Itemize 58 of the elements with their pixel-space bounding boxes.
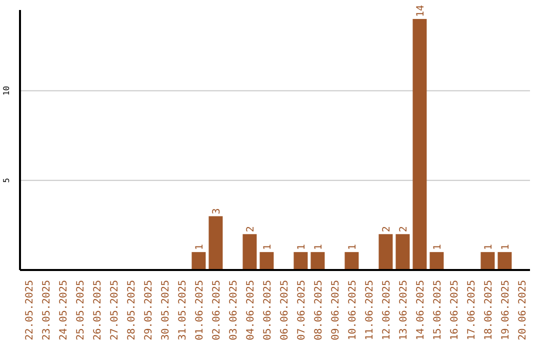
x-tick-label: 31.05.2025 bbox=[178, 280, 188, 340]
x-tick-label: 13.06.2025 bbox=[398, 280, 410, 340]
y-tick-label: 10 bbox=[2, 86, 11, 96]
bar bbox=[208, 216, 223, 270]
bar bbox=[242, 234, 257, 270]
x-tick-label: 16.06.2025 bbox=[450, 280, 460, 340]
data-label: 1 bbox=[432, 244, 444, 250]
x-tick-label: 04.06.2025 bbox=[246, 280, 256, 340]
x-tick-label: 12.06.2025 bbox=[382, 280, 392, 340]
bar bbox=[396, 234, 410, 270]
data-label: 1 bbox=[262, 244, 274, 250]
data-label: 2 bbox=[246, 226, 257, 232]
x-tick-label: 24.05.2025 bbox=[58, 280, 70, 340]
bar bbox=[480, 252, 495, 270]
x-tick-label: 02.06.2025 bbox=[212, 280, 222, 340]
data-label: 14 bbox=[416, 4, 427, 17]
bar bbox=[378, 234, 393, 270]
data-label: 2 bbox=[382, 226, 393, 232]
data-label: 1 bbox=[500, 244, 512, 250]
data-label: 1 bbox=[348, 244, 359, 250]
x-tick-label: 26.05.2025 bbox=[92, 280, 104, 340]
x-tick-label: 17.06.2025 bbox=[466, 280, 478, 340]
x-tick-label: 14.06.2025 bbox=[416, 280, 426, 340]
x-tick-label: 15.06.2025 bbox=[432, 280, 444, 340]
data-label: 1 bbox=[194, 244, 206, 250]
x-tick-label: 05.06.2025 bbox=[262, 280, 274, 340]
x-tick-label: 22.05.2025 bbox=[24, 280, 36, 340]
bar bbox=[294, 252, 308, 270]
x-tick-label: 20.06.2025 bbox=[518, 280, 528, 340]
x-tick-label: 08.06.2025 bbox=[314, 280, 324, 340]
x-tick-label: 19.06.2025 bbox=[500, 280, 512, 340]
x-tick-label: 27.05.2025 bbox=[110, 280, 120, 340]
x-tick-label: 07.06.2025 bbox=[296, 280, 308, 340]
x-tick-label: 10.06.2025 bbox=[348, 280, 358, 340]
bar bbox=[192, 252, 206, 270]
data-label: 2 bbox=[398, 226, 410, 232]
data-label: 1 bbox=[484, 244, 495, 250]
x-tick-label: 18.06.2025 bbox=[484, 280, 494, 340]
data-label: 1 bbox=[296, 244, 308, 250]
y-tick-label: 5 bbox=[2, 178, 11, 183]
x-tick-label: 30.05.2025 bbox=[160, 280, 172, 340]
bar bbox=[412, 18, 427, 270]
x-tick-label: 23.05.2025 bbox=[42, 280, 52, 340]
data-label: 3 bbox=[212, 208, 223, 214]
x-tick-label: 06.06.2025 bbox=[280, 280, 290, 340]
bar bbox=[344, 252, 359, 270]
bar bbox=[310, 252, 325, 270]
x-tick-label: 01.06.2025 bbox=[194, 280, 206, 340]
x-tick-label: 11.06.2025 bbox=[364, 280, 376, 340]
bar bbox=[430, 252, 444, 270]
x-tick-label: 25.05.2025 bbox=[76, 280, 86, 340]
x-tick-label: 09.06.2025 bbox=[330, 280, 342, 340]
x-tick-label: 29.05.2025 bbox=[144, 280, 154, 340]
x-tick-label: 28.05.2025 bbox=[126, 280, 138, 340]
bar bbox=[260, 252, 274, 270]
bar bbox=[498, 252, 512, 270]
x-tick-label: 03.06.2025 bbox=[228, 280, 240, 340]
data-label: 1 bbox=[314, 244, 325, 250]
